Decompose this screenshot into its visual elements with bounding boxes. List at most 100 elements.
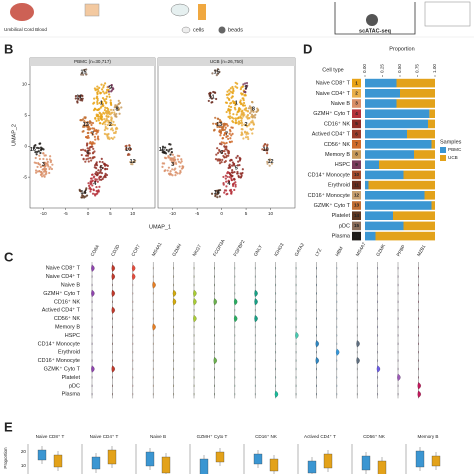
umap-point	[215, 69, 218, 72]
umap-point	[95, 185, 98, 189]
bar-segment	[365, 191, 425, 200]
cluster-label: 13	[83, 122, 89, 128]
umap-point	[99, 91, 102, 94]
umap-point	[113, 136, 116, 139]
cluster-label: 16	[30, 147, 36, 153]
cluster-label: 13	[216, 122, 222, 128]
umap-point	[96, 85, 99, 88]
umap-point	[228, 117, 232, 120]
umap-point	[250, 108, 253, 112]
category-label: Naive B	[331, 101, 351, 107]
umap-point	[96, 97, 99, 100]
umap-point	[37, 146, 40, 150]
chart-title: Proportion	[389, 46, 414, 52]
umap-point	[234, 117, 237, 120]
strip	[30, 58, 155, 66]
umap-point	[215, 189, 218, 192]
umap-point	[164, 146, 167, 149]
umap-point	[161, 165, 164, 168]
umap-point	[49, 166, 52, 169]
umap-point	[225, 185, 228, 188]
umap-point	[90, 145, 93, 148]
umap-point	[106, 109, 110, 112]
umap-point	[100, 83, 103, 86]
umap-point	[167, 150, 170, 153]
umap-point	[46, 160, 49, 163]
umap-point	[86, 142, 89, 145]
umap-point	[224, 126, 227, 129]
umap-point	[218, 195, 221, 198]
violin	[356, 340, 360, 348]
cluster-label: 10	[125, 147, 131, 153]
box	[377, 460, 387, 474]
umap-point	[249, 112, 252, 115]
cluster-label: 2	[245, 122, 248, 128]
cluster-id: 8	[355, 152, 358, 157]
umap-point	[211, 100, 214, 104]
umap-point	[78, 188, 81, 191]
facet-title: Naive B	[150, 434, 166, 439]
umap-point	[90, 159, 93, 162]
umap-point	[109, 99, 112, 102]
umap-point	[34, 156, 37, 160]
umap-point	[81, 148, 85, 151]
umap-point	[250, 100, 254, 104]
umap-point	[98, 185, 101, 188]
y-axis-title: UMAP_2	[11, 124, 17, 146]
umap-point	[40, 172, 43, 176]
umap-point	[89, 120, 92, 123]
umap-point	[97, 90, 100, 93]
umap-point	[76, 101, 79, 104]
umap-point	[103, 92, 106, 95]
gene-label: FCGR3A	[212, 238, 226, 257]
umap-point	[127, 147, 130, 150]
umap-point	[268, 164, 271, 167]
legend-swatch	[440, 147, 446, 153]
gene-label: MS4A7	[355, 241, 367, 257]
umap-point	[106, 119, 110, 122]
umap-point	[80, 119, 84, 122]
umap-point	[221, 149, 224, 153]
bar-segment	[365, 119, 428, 129]
umap-point	[86, 136, 89, 139]
umap-point	[114, 115, 117, 118]
umap-point	[237, 174, 240, 178]
bar-segment	[365, 170, 404, 180]
umap-point	[239, 101, 242, 104]
umap-point	[231, 126, 234, 129]
umap-point	[232, 90, 235, 93]
box	[307, 460, 317, 474]
umap-point	[102, 84, 105, 87]
umap-point	[107, 85, 110, 88]
umap-point	[44, 173, 47, 176]
umap-point	[92, 101, 96, 104]
cluster-label: 9	[109, 85, 112, 91]
umap-point	[88, 149, 91, 152]
umap-point	[232, 101, 236, 105]
umap-point	[231, 164, 234, 167]
umap-point	[231, 171, 234, 174]
bar-segment	[365, 140, 432, 149]
cluster-swatch	[352, 140, 361, 149]
gene-label: MS4A1	[151, 241, 163, 257]
umap-point	[236, 86, 239, 89]
violin	[254, 314, 258, 323]
umap-point	[105, 133, 108, 136]
umap-point	[232, 121, 235, 124]
umap-point	[161, 162, 164, 165]
cluster-swatch	[352, 221, 361, 231]
violin	[376, 365, 381, 373]
umap-point	[266, 160, 269, 163]
umap-point	[111, 123, 115, 126]
umap-point	[245, 131, 248, 134]
umap-point	[103, 112, 106, 115]
umap-point	[38, 157, 41, 161]
umap-point	[240, 124, 244, 127]
cluster-label: 2	[109, 122, 112, 128]
umap-point	[241, 97, 244, 100]
umap-point	[85, 68, 88, 71]
x-tick-label: 0.25	[380, 64, 385, 73]
category-label: Naive CD4⁺ T	[316, 90, 351, 97]
umap-point	[105, 88, 109, 92]
box	[269, 458, 279, 472]
